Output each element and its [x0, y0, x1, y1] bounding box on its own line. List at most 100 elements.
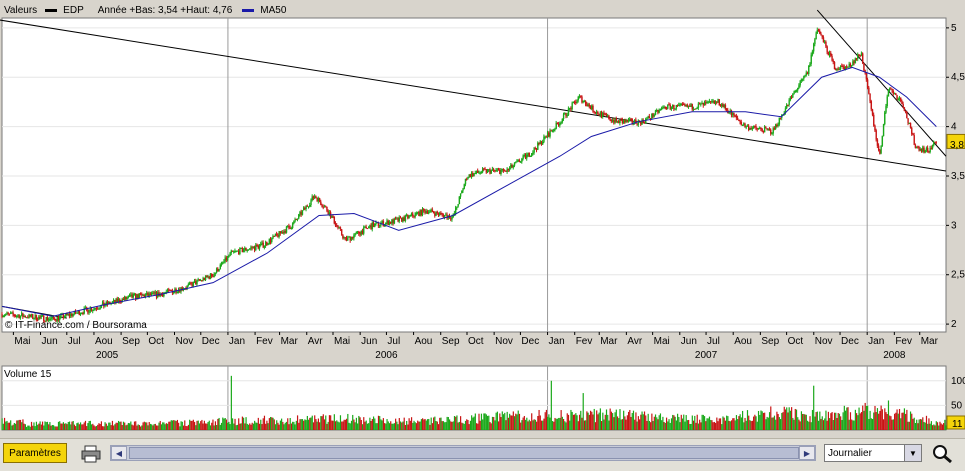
price-candle	[800, 81, 801, 85]
scroll-left-button[interactable]: ◀	[111, 446, 127, 460]
price-candle	[211, 274, 212, 277]
price-candle	[521, 159, 522, 162]
price-candle	[189, 283, 190, 284]
volume-bar	[769, 412, 770, 430]
time-scrollbar[interactable]: ◀ ▶	[110, 445, 816, 461]
volume-bar	[252, 423, 253, 430]
volume-bar	[835, 413, 836, 430]
price-candle	[361, 231, 362, 235]
volume-bar	[599, 413, 600, 430]
price-candle	[147, 293, 148, 296]
volume-bar	[399, 418, 400, 430]
price-candle	[315, 196, 316, 198]
price-candle	[822, 35, 823, 37]
volume-bar	[616, 410, 617, 430]
volume-bar	[907, 422, 908, 430]
volume-bar	[60, 424, 61, 430]
month-label: Dec	[202, 336, 220, 347]
price-candle	[524, 155, 525, 156]
chevron-down-icon[interactable]: ▼	[904, 445, 921, 461]
price-candle	[303, 208, 304, 211]
price-candle	[310, 200, 311, 205]
volume-bar	[735, 420, 736, 430]
price-candle	[63, 314, 64, 318]
price-candle	[297, 219, 298, 220]
volume-bar	[648, 414, 649, 430]
volume-bar	[375, 423, 376, 430]
price-candle	[531, 153, 532, 156]
volume-bar	[569, 421, 570, 430]
volume-bar	[624, 416, 625, 430]
volume-bar	[179, 426, 180, 430]
price-candle	[732, 113, 733, 115]
volume-bar	[283, 424, 284, 430]
price-candle	[762, 129, 763, 131]
volume-bar	[161, 424, 162, 430]
volume-bar	[203, 424, 204, 430]
volume-bar	[892, 420, 893, 430]
volume-bar	[496, 413, 497, 430]
volume-bar	[46, 422, 47, 430]
volume-bar	[645, 415, 646, 430]
volume-bar	[651, 414, 652, 430]
price-candle	[905, 111, 906, 112]
volume-bar	[670, 423, 671, 430]
volume-bar	[460, 416, 461, 430]
price-candle	[551, 130, 552, 131]
volume-bar	[917, 423, 918, 430]
volume-bar	[694, 416, 695, 430]
volume-bar	[782, 412, 783, 430]
scroll-right-button[interactable]: ▶	[799, 446, 815, 460]
volume-bar	[760, 410, 761, 430]
parametres-button[interactable]: Paramètres	[3, 443, 67, 463]
price-candle	[846, 66, 847, 67]
volume-bar	[337, 422, 338, 430]
volume-bar	[380, 419, 381, 430]
volume-bar	[664, 422, 665, 430]
volume-bar	[765, 419, 766, 430]
price-candle	[575, 102, 576, 103]
volume-bar	[107, 426, 108, 430]
price-candle	[630, 119, 631, 120]
volume-bar	[307, 416, 308, 430]
volume-y-axis: 50100	[951, 376, 965, 412]
price-candle	[17, 315, 18, 316]
price-candle	[413, 216, 414, 217]
printer-icon[interactable]	[80, 444, 102, 464]
volume-bar	[673, 415, 674, 430]
price-candle	[198, 279, 199, 280]
toolbar: Paramètres ◀ ▶ Journalier ▼	[0, 438, 965, 471]
volume-bar	[396, 422, 397, 430]
scroll-thumb[interactable]	[129, 447, 799, 459]
volume-bar	[683, 415, 684, 430]
price-candle	[250, 247, 251, 248]
price-candle	[692, 104, 693, 109]
price-candle	[104, 305, 105, 306]
price-candle	[28, 314, 29, 318]
volume-bar	[206, 424, 207, 430]
volume-bar	[639, 419, 640, 430]
volume-bar	[136, 426, 137, 430]
volume-bar	[873, 412, 874, 430]
volume-bar	[552, 421, 553, 430]
month-label: Mar	[600, 336, 618, 347]
volume-bar	[779, 417, 780, 430]
volume-bar	[440, 418, 441, 430]
volume-bar	[422, 418, 423, 430]
price-candle	[891, 89, 892, 91]
volume-bar	[225, 418, 226, 430]
volume-bar	[223, 419, 224, 430]
price-candle	[79, 311, 80, 315]
volume-bar	[357, 423, 358, 430]
volume-bar	[79, 424, 80, 430]
month-label: Sep	[122, 336, 140, 347]
month-label: Fev	[256, 336, 273, 347]
magnifier-icon[interactable]	[931, 444, 955, 464]
volume-bar	[81, 424, 82, 430]
volume-bar	[155, 424, 156, 430]
period-select[interactable]: Journalier ▼	[824, 444, 922, 462]
price-candle	[603, 113, 604, 114]
volume-bar	[297, 415, 298, 430]
price-candle	[222, 263, 223, 264]
price-candle	[368, 227, 369, 228]
